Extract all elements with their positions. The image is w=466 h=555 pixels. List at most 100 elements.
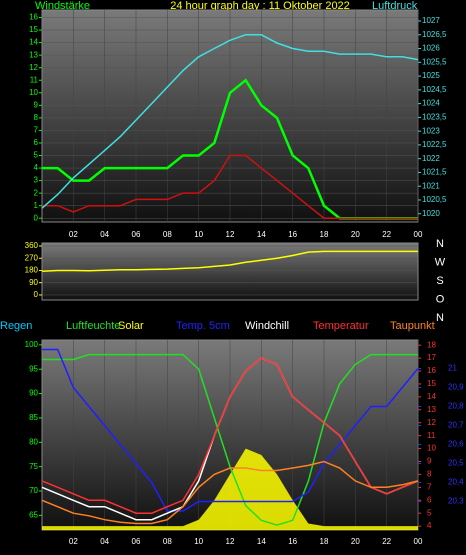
legend-label: Windchill bbox=[245, 320, 289, 332]
legend-label: Solar bbox=[118, 320, 144, 332]
legend-label: Temp. 5cm bbox=[176, 320, 230, 332]
y-tick-label: 5 bbox=[34, 151, 39, 160]
y2-tick-label: 1026 bbox=[422, 44, 440, 53]
x-tick-label: 00 bbox=[414, 230, 423, 239]
y2-tick-label: 1023,5 bbox=[422, 112, 447, 121]
y-tick-label: 10 bbox=[29, 88, 38, 97]
line bbox=[41, 250, 418, 272]
y2-tick-label: 13 bbox=[427, 405, 436, 414]
y3-tick-label: 21 bbox=[448, 364, 457, 373]
x-tick-label: 14 bbox=[257, 230, 266, 239]
y3-tick-label: 20,9 bbox=[448, 383, 464, 392]
y2-tick-label: 12 bbox=[427, 418, 436, 427]
y-tick-label: 16 bbox=[29, 13, 38, 22]
legend-label: Taupunkt bbox=[390, 320, 435, 332]
y-tick-label: 11 bbox=[30, 75, 39, 84]
y3-tick-label: 20,8 bbox=[448, 402, 464, 411]
y-tick-label: 15 bbox=[29, 25, 38, 34]
y-tick-label: 8 bbox=[34, 113, 39, 122]
x-tick-label: 04 bbox=[100, 230, 109, 239]
y2-tick-label: 1026,5 bbox=[422, 30, 447, 39]
y2-tick-label: 14 bbox=[427, 392, 436, 401]
y-tick-label: 6 bbox=[34, 138, 39, 147]
y-tick-label: 1 bbox=[34, 201, 39, 210]
x-tick-label: 02 bbox=[69, 230, 78, 239]
x-tick-label: 06 bbox=[132, 537, 141, 546]
y2-tick-label: 1022,5 bbox=[422, 140, 447, 149]
x-tick-label: 00 bbox=[414, 537, 423, 546]
y2-tick-label: 1024,5 bbox=[422, 85, 447, 94]
line bbox=[41, 357, 419, 514]
y-tick-label: 90 bbox=[29, 389, 38, 398]
x-tick-label: 12 bbox=[226, 537, 235, 546]
y2-tick-label: 16 bbox=[427, 366, 436, 375]
y2-tick-label: 1025 bbox=[422, 71, 440, 80]
y2-tick-label: 10 bbox=[427, 444, 436, 453]
line bbox=[41, 460, 419, 525]
x-tick-label: 08 bbox=[163, 537, 172, 546]
x-tick-label: 16 bbox=[288, 537, 297, 546]
x-tick-label: 18 bbox=[320, 230, 329, 239]
y-tick-label: 0 bbox=[34, 213, 39, 222]
y2-tick-label: 6 bbox=[427, 495, 432, 504]
chart-title: 24 hour graph day : 11 Oktober 2022 bbox=[170, 0, 350, 12]
y3-tick-label: 20,4 bbox=[448, 478, 464, 487]
y2-tick-label: 1020 bbox=[422, 209, 440, 218]
y-tick-label: 90 bbox=[29, 278, 38, 287]
y2-tick-label: 8 bbox=[427, 470, 432, 479]
line bbox=[41, 34, 419, 209]
direction-label: N bbox=[436, 238, 444, 250]
y2-tick-label: 1020,5 bbox=[422, 195, 447, 204]
y2-tick-label: 1025,5 bbox=[422, 57, 447, 66]
y-tick-label: 270 bbox=[25, 253, 39, 262]
y3-tick-label: 20,6 bbox=[448, 440, 464, 449]
y2-tick-label: 1023 bbox=[422, 126, 440, 135]
y-tick-label: 85 bbox=[29, 413, 38, 422]
y2-tick-label: 5 bbox=[427, 508, 432, 517]
y2-tick-label: 11 bbox=[427, 431, 436, 440]
x-tick-label: 18 bbox=[320, 537, 329, 546]
y2-tick-label: 18 bbox=[427, 340, 436, 349]
direction-label: W bbox=[435, 256, 446, 268]
x-tick-label: 20 bbox=[351, 537, 360, 546]
y-tick-label: 70 bbox=[29, 486, 38, 495]
legend-label: Luftfeuchte bbox=[66, 320, 120, 332]
x-tick-label: 22 bbox=[382, 537, 391, 546]
line bbox=[42, 154, 418, 219]
x-tick-label: 22 bbox=[382, 230, 391, 239]
x-tick-label: 10 bbox=[194, 230, 203, 239]
plot-area bbox=[41, 242, 419, 301]
legend-label: Regen bbox=[0, 320, 32, 332]
y2-tick-label: 7 bbox=[427, 482, 432, 491]
y2-tick-label: 1024 bbox=[422, 99, 440, 108]
y-tick-label: 3 bbox=[34, 176, 39, 185]
legend-label: Luftdruck bbox=[372, 0, 418, 12]
line bbox=[42, 348, 419, 512]
y-tick-label: 9 bbox=[34, 100, 39, 109]
legend-label: Temperatur bbox=[313, 320, 369, 332]
direction-label: O bbox=[436, 293, 445, 305]
y-tick-label: 0 bbox=[34, 290, 39, 299]
y2-tick-label: 9 bbox=[427, 457, 432, 466]
area bbox=[42, 448, 418, 530]
y3-tick-label: 20,3 bbox=[448, 497, 464, 506]
line bbox=[42, 353, 418, 526]
y2-tick-label: 17 bbox=[427, 353, 436, 362]
y-tick-label: 65 bbox=[29, 510, 38, 519]
y2-tick-label: 1021,5 bbox=[422, 168, 447, 177]
y-tick-label: 75 bbox=[29, 462, 38, 471]
y-tick-label: 7 bbox=[34, 126, 39, 135]
y2-tick-label: 1022 bbox=[422, 154, 440, 163]
y-tick-label: 2 bbox=[34, 188, 39, 197]
x-tick-label: 20 bbox=[351, 230, 360, 239]
x-tick-label: 14 bbox=[257, 537, 266, 546]
direction-label: S bbox=[436, 275, 443, 287]
x-tick-label: 08 bbox=[163, 230, 172, 239]
x-tick-label: 06 bbox=[132, 230, 141, 239]
y3-tick-label: 20,7 bbox=[448, 421, 464, 430]
y-tick-label: 13 bbox=[29, 50, 38, 59]
y-tick-label: 12 bbox=[29, 63, 38, 72]
y2-tick-label: 1027 bbox=[422, 16, 440, 25]
legend-label: Windstärke bbox=[35, 0, 90, 12]
